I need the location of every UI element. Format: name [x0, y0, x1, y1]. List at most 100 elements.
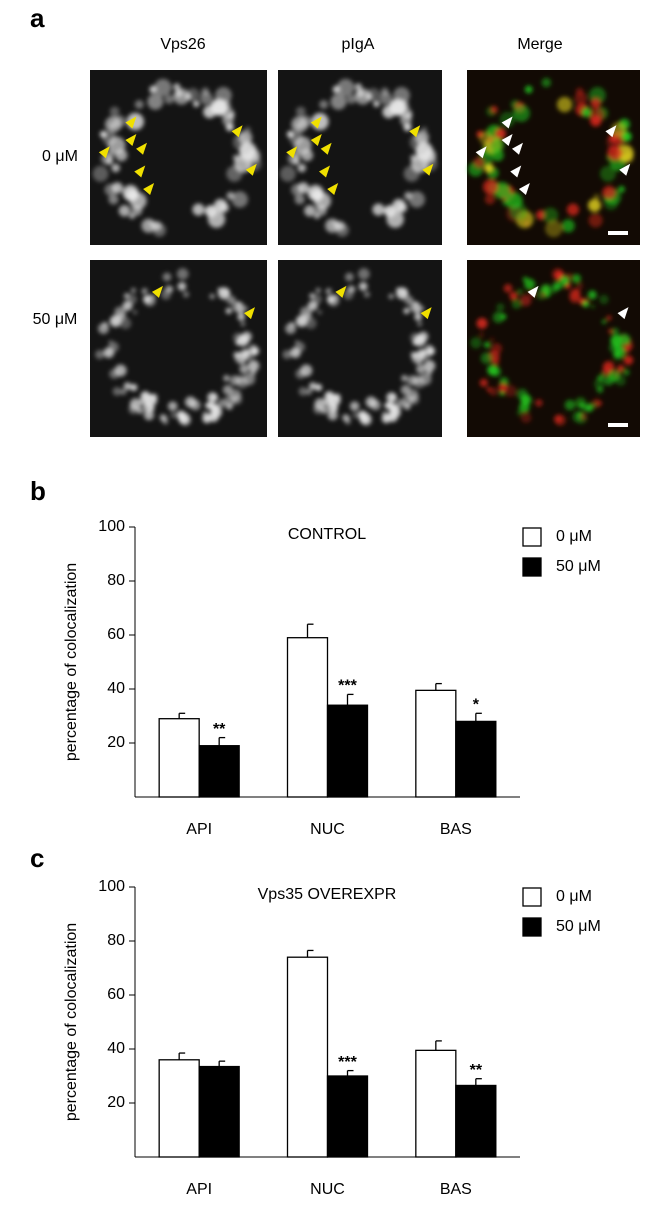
arrowhead: [527, 285, 539, 298]
blob: [95, 349, 105, 360]
blob: [143, 295, 152, 304]
blob: [517, 288, 523, 295]
blob: [240, 321, 246, 327]
column-header: Merge: [517, 36, 562, 53]
blob: [108, 341, 119, 353]
blob: [175, 89, 184, 98]
blob: [372, 203, 385, 216]
blob: [425, 369, 433, 376]
blob: [363, 291, 371, 298]
blob: [491, 149, 504, 162]
blob: [211, 101, 222, 112]
blob: [590, 304, 595, 309]
blob: [400, 384, 411, 395]
bar: [326, 704, 369, 798]
blob: [489, 387, 498, 396]
arrowhead: [134, 165, 146, 178]
blob: [414, 130, 429, 145]
blob: [232, 394, 242, 405]
blob: [140, 391, 151, 402]
x-tick-label: NUC: [310, 821, 345, 838]
blob: [541, 284, 552, 294]
blob: [509, 202, 528, 221]
blob: [602, 185, 616, 200]
bar: [455, 720, 497, 798]
error-bar: [475, 1078, 482, 1086]
blob: [388, 293, 395, 300]
blob: [617, 364, 625, 372]
blob: [420, 306, 425, 311]
blob: [238, 130, 253, 145]
blob: [421, 126, 428, 133]
blob: [150, 294, 156, 300]
blob: [623, 355, 634, 366]
blob: [315, 383, 323, 392]
blob: [519, 402, 530, 413]
blob: [410, 351, 417, 358]
significance: **: [470, 1062, 483, 1079]
blob: [504, 384, 517, 397]
blob: [379, 92, 393, 105]
arrowhead: [286, 146, 298, 159]
blob: [247, 360, 260, 372]
blob: [607, 145, 623, 161]
arrowhead: [501, 116, 513, 129]
blob: [393, 87, 410, 104]
x-tick-label: API: [186, 821, 212, 838]
blob: [556, 96, 573, 113]
blob: [313, 404, 324, 415]
blob: [386, 392, 397, 403]
arrowhead: [501, 134, 513, 146]
blob: [590, 115, 602, 127]
blob: [576, 282, 584, 290]
arrowhead: [422, 163, 434, 176]
bar: [286, 637, 329, 798]
arrowhead: [605, 125, 617, 138]
blob: [164, 285, 173, 294]
blob: [345, 418, 351, 425]
significance: **: [213, 721, 226, 738]
blob: [218, 202, 230, 213]
blob: [575, 397, 587, 409]
y-tick-label: 60: [107, 986, 125, 1003]
blob: [473, 157, 485, 169]
error-bar: [475, 712, 482, 722]
x-tick-label: BAS: [440, 1181, 472, 1198]
y-tick-label: 40: [107, 1040, 125, 1057]
blob: [487, 364, 499, 376]
blob: [512, 104, 531, 122]
arrowhead: [245, 163, 257, 176]
blob: [162, 272, 172, 282]
blob: [239, 364, 249, 374]
blob: [141, 288, 147, 295]
y-tick-label: 40: [107, 680, 125, 697]
blob: [152, 223, 167, 237]
blob: [304, 205, 316, 217]
blob: [292, 157, 300, 165]
y-tick-label: 100: [98, 878, 125, 895]
error-bar: [178, 712, 186, 719]
bar: [198, 1065, 240, 1158]
blob: [224, 290, 229, 294]
blob: [234, 155, 252, 173]
blob: [127, 294, 138, 305]
blob: [561, 219, 575, 233]
blob: [384, 205, 396, 218]
arrowhead: [320, 142, 332, 155]
blob: [419, 373, 432, 386]
blob: [516, 388, 528, 400]
arrowhead: [143, 183, 155, 195]
legend-swatch: [522, 887, 542, 907]
blob: [611, 122, 626, 137]
y-tick-label: 80: [107, 932, 125, 949]
blob: [590, 97, 601, 109]
arrowhead: [98, 146, 110, 159]
blob: [223, 375, 230, 382]
chart-title: CONTROL: [288, 526, 366, 543]
blob: [217, 287, 222, 292]
blob: [542, 207, 559, 224]
blob: [294, 194, 305, 205]
blob: [291, 116, 308, 133]
legend-label: 0 μM: [556, 888, 592, 905]
